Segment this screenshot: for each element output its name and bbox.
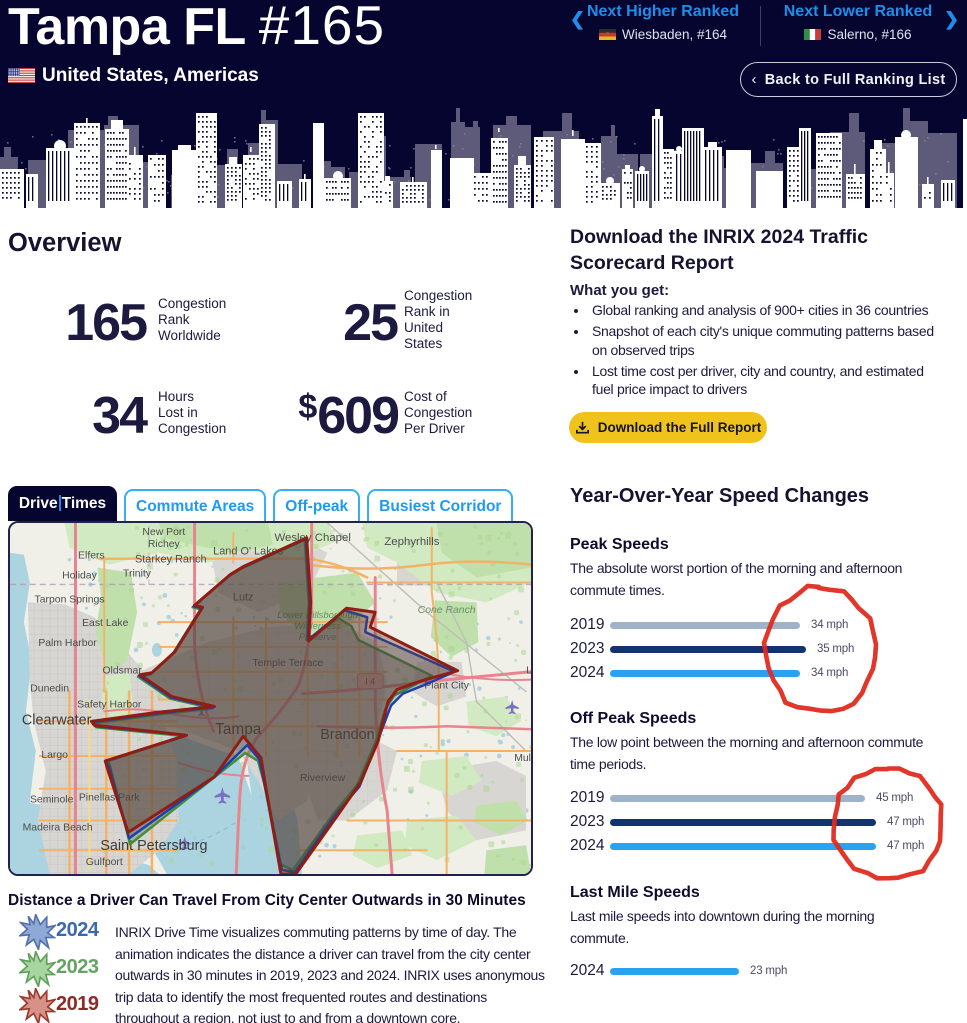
svg-text:Oldsmar: Oldsmar	[102, 666, 142, 677]
svg-text:Brandon: Brandon	[320, 727, 374, 743]
svg-text:Gulfport: Gulfport	[86, 857, 123, 868]
svg-text:Richey: Richey	[148, 539, 181, 550]
svg-text:Temple Terrace: Temple Terrace	[252, 658, 323, 669]
svg-text:Dunedin: Dunedin	[30, 684, 69, 695]
svg-text:Pinellas Park: Pinellas Park	[79, 793, 141, 804]
svg-text:I 4: I 4	[365, 677, 375, 687]
svg-text:Elfers: Elfers	[78, 551, 105, 562]
svg-text:Zephyrhills: Zephyrhills	[384, 536, 439, 548]
svg-text:L: L	[526, 666, 531, 677]
svg-text:Safety Harbor: Safety Harbor	[77, 699, 142, 710]
svg-text:Riverview: Riverview	[300, 773, 346, 784]
svg-text:Saint Petersburg: Saint Petersburg	[100, 838, 207, 854]
svg-text:Tampa: Tampa	[215, 721, 262, 738]
svg-text:Land O' Lakes: Land O' Lakes	[213, 546, 284, 558]
svg-text:Palm Harbor: Palm Harbor	[38, 638, 97, 649]
svg-text:Tarpon Springs: Tarpon Springs	[35, 594, 105, 605]
svg-text:Mul: Mul	[514, 753, 531, 764]
svg-text:Wesley Chapel: Wesley Chapel	[274, 532, 350, 544]
svg-text:Cone Ranch: Cone Ranch	[418, 605, 476, 616]
svg-text:East Lake: East Lake	[82, 618, 129, 629]
svg-text:Trinity: Trinity	[123, 569, 152, 580]
svg-text:Starkey Ranch: Starkey Ranch	[135, 554, 207, 566]
svg-text:Holiday: Holiday	[62, 571, 98, 582]
svg-text:Largo: Largo	[41, 750, 68, 761]
svg-text:Preserve: Preserve	[299, 631, 337, 642]
svg-text:Wilderness: Wilderness	[294, 620, 341, 631]
svg-text:Lower Hillsborough: Lower Hillsborough	[277, 609, 358, 620]
svg-text:Lutz: Lutz	[233, 591, 254, 603]
svg-text:Seminole: Seminole	[30, 795, 74, 806]
svg-text:Clearwater: Clearwater	[22, 712, 92, 728]
svg-text:Plant City: Plant City	[424, 681, 469, 692]
svg-text:Madeira Beach: Madeira Beach	[23, 822, 93, 833]
svg-text:New Port: New Port	[142, 527, 185, 538]
